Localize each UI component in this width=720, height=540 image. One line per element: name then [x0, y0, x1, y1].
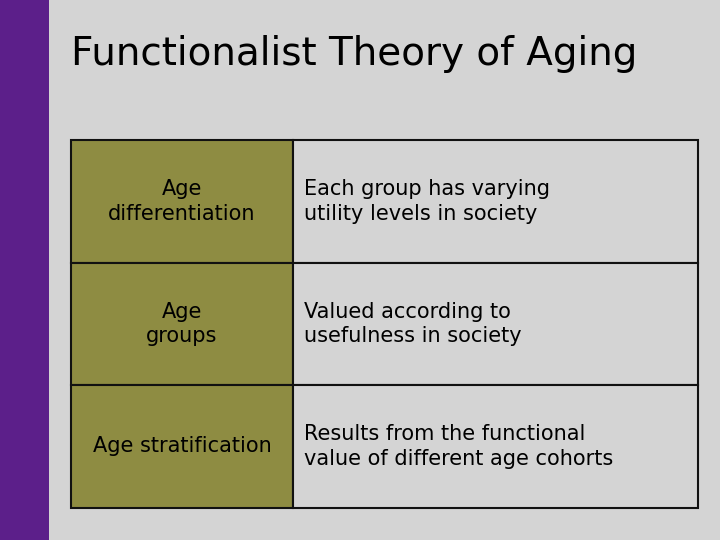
Text: Functionalist Theory of Aging: Functionalist Theory of Aging	[71, 35, 637, 73]
Text: Age
differentiation: Age differentiation	[108, 179, 256, 224]
Bar	[294, 140, 698, 263]
Bar	[71, 140, 294, 263]
Bar	[294, 263, 698, 385]
Bar	[294, 385, 698, 508]
Text: Results from the functional
value of different age cohorts: Results from the functional value of dif…	[305, 424, 613, 469]
Bar	[71, 385, 294, 508]
Text: Valued according to
usefulness in society: Valued according to usefulness in societ…	[305, 302, 522, 346]
Text: Age
groups: Age groups	[146, 302, 217, 346]
Bar	[71, 263, 294, 385]
Text: Each group has varying
utility levels in society: Each group has varying utility levels in…	[305, 179, 550, 224]
Text: Age stratification: Age stratification	[93, 436, 271, 456]
